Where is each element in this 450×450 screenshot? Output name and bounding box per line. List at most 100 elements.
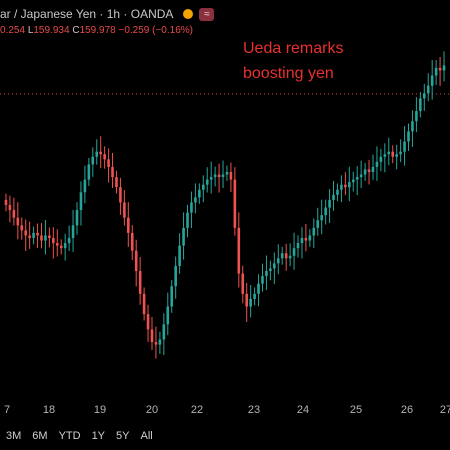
candle-body xyxy=(174,265,177,287)
range-button-5y[interactable]: 5Y xyxy=(116,430,130,442)
candle-body xyxy=(351,179,355,183)
candle-body xyxy=(115,177,118,188)
x-tick-label: 20 xyxy=(146,404,158,416)
candle-body xyxy=(296,243,300,249)
candle-body xyxy=(320,215,323,221)
candle-body xyxy=(438,67,442,71)
range-button-all[interactable]: All xyxy=(140,430,153,442)
candle-body xyxy=(273,263,276,269)
candle-body xyxy=(166,306,170,325)
candle-body xyxy=(127,217,130,233)
candle-body xyxy=(12,210,16,218)
candle-body xyxy=(107,159,110,167)
candle-body xyxy=(304,238,308,241)
symbol-header[interactable]: ar / Japanese Yen · 1h · OANDA ≈ xyxy=(0,5,215,23)
candle-body xyxy=(245,293,249,307)
candle-body xyxy=(103,154,106,160)
candle-body xyxy=(150,329,154,343)
candle-body xyxy=(269,268,272,271)
indicator-badge-icon[interactable]: ≈ xyxy=(199,7,215,21)
candle-body xyxy=(162,324,166,340)
candle-body xyxy=(146,314,150,330)
close-value: 159.978 xyxy=(79,25,116,36)
low-value: 159.934 xyxy=(33,25,70,36)
candle-body xyxy=(28,235,31,238)
range-button-3m[interactable]: 3M xyxy=(6,430,22,442)
candle-body xyxy=(371,166,375,172)
range-button-ytd[interactable]: YTD xyxy=(58,430,81,442)
candle-body xyxy=(316,220,320,228)
candle-body xyxy=(344,184,347,188)
candle-body xyxy=(257,283,260,294)
candle-body xyxy=(217,174,221,178)
time-range-selector[interactable]: 3M 6M YTD 1Y 5Y All xyxy=(6,430,153,442)
candle-body xyxy=(55,243,59,246)
candle-body xyxy=(190,202,193,213)
candle-body xyxy=(249,298,252,307)
candle-body xyxy=(276,258,280,264)
candle-body xyxy=(91,156,95,165)
x-tick-label: 18 xyxy=(43,404,55,416)
candle-body xyxy=(383,154,387,157)
candle-body xyxy=(379,156,383,162)
candle-body xyxy=(170,286,174,307)
candle-body xyxy=(95,151,99,157)
candle-body xyxy=(355,177,359,180)
candle-body xyxy=(20,225,24,231)
candle-body xyxy=(359,174,363,178)
range-button-6m[interactable]: 6M xyxy=(32,430,48,442)
candle-body xyxy=(422,93,426,99)
candle-body xyxy=(395,154,398,157)
candle-body xyxy=(123,202,126,218)
candle-body xyxy=(312,227,316,236)
candle-body xyxy=(419,98,422,112)
close-label: C xyxy=(72,25,80,36)
candle-body xyxy=(8,205,12,211)
candle-body xyxy=(391,151,395,157)
candle-body xyxy=(336,189,339,195)
candle-body xyxy=(430,75,434,86)
candle-body xyxy=(363,169,367,175)
candle-body xyxy=(375,161,379,167)
candle-body xyxy=(253,293,256,299)
chart-annotation: Ueda remarks boosting yen xyxy=(243,40,344,82)
x-tick-label: 26 xyxy=(401,404,413,416)
candle-body xyxy=(198,189,201,198)
candle-body xyxy=(83,179,87,193)
candle-body xyxy=(233,179,237,228)
exchange-dot-icon xyxy=(183,9,194,19)
candle-body xyxy=(52,238,55,244)
candle-body xyxy=(158,339,162,345)
candle-body xyxy=(138,271,142,294)
candle-body xyxy=(367,169,371,172)
candle-body xyxy=(229,172,233,180)
candle-body xyxy=(194,197,197,203)
candle-body xyxy=(71,225,75,238)
symbol-title[interactable]: ar / Japanese Yen · 1h · OANDA xyxy=(0,7,174,21)
candle-body xyxy=(32,232,35,238)
candle-body xyxy=(87,164,91,180)
candle-body xyxy=(154,342,158,345)
candle-body xyxy=(142,293,146,315)
candle-body xyxy=(241,273,245,294)
candle-body xyxy=(134,250,138,271)
candle-body xyxy=(407,131,410,142)
x-tick-label: 24 xyxy=(297,404,309,416)
x-tick-label: 25 xyxy=(350,404,362,416)
candle-body xyxy=(201,184,205,190)
range-button-1y[interactable]: 1Y xyxy=(91,430,106,442)
candle-body xyxy=(434,67,438,76)
candle-body xyxy=(213,174,217,178)
candle-body xyxy=(280,253,284,259)
candle-body xyxy=(16,217,20,226)
candle-body xyxy=(99,151,102,155)
candle-body xyxy=(300,238,304,244)
x-tick-label: 22 xyxy=(191,404,203,416)
candle-body xyxy=(36,232,39,236)
candle-body xyxy=(284,253,288,259)
low-label: L xyxy=(27,25,34,36)
candles xyxy=(4,51,446,359)
candle-body xyxy=(209,177,213,180)
candle-body xyxy=(186,212,189,228)
